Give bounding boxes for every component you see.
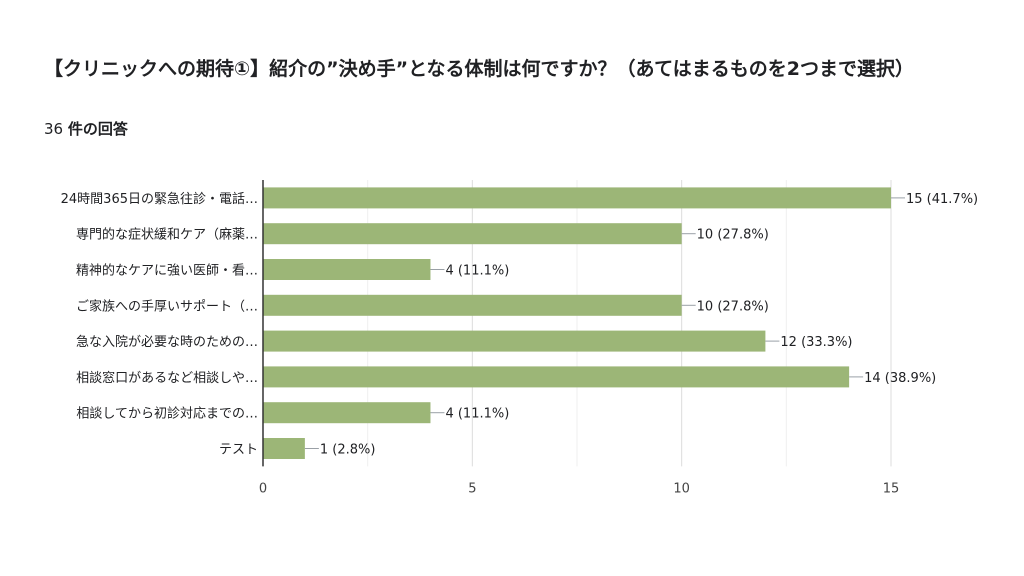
x-tick-labels: 0 5 10 15 — [259, 481, 899, 496]
data-label-3: 10 (27.8%) — [697, 299, 769, 314]
x-tick-2: 10 — [673, 481, 690, 496]
category-labels: 24時間365日の緊急往診・電話… 専門的な症状緩和ケア（麻薬… 精神的なケアに強い… — [61, 191, 258, 458]
bar-1[interactable] — [263, 223, 682, 245]
bar-6[interactable] — [263, 402, 431, 424]
data-label-5: 14 (38.9%) — [864, 371, 936, 386]
x-tick-0: 0 — [259, 481, 267, 496]
category-label-3: ご家族への手厚いサポート（… — [76, 298, 258, 314]
chart-title: 【クリニックへの期待①】紹介の”決め手”となる体制は何ですか？（あてはまるものを… — [44, 58, 914, 80]
bar-4[interactable] — [263, 330, 766, 352]
bar-3[interactable] — [263, 294, 682, 316]
data-label-4: 12 (33.3%) — [780, 335, 852, 350]
data-labels: 15 (41.7%) 10 (27.8%) 4 (11.1%) 10 (27.8%) 1… — [320, 192, 978, 458]
gridlines — [367, 180, 892, 467]
bar-7[interactable] — [263, 438, 305, 459]
data-label-2: 4 (11.1%) — [445, 264, 509, 279]
category-label-5: 相談窓口があるなど相談しや… — [76, 370, 258, 386]
category-label-1: 専門的な症状緩和ケア（麻薬… — [76, 227, 258, 243]
category-label-2: 精神的なケアに強い医師・看… — [76, 263, 258, 279]
x-tick-1: 5 — [468, 481, 476, 496]
category-label-7: テスト — [219, 443, 258, 458]
data-label-7: 1 (2.8%) — [320, 443, 376, 458]
x-tick-3: 15 — [883, 481, 900, 496]
response-count-suffix: 件の回答 — [67, 120, 128, 138]
bar-5[interactable] — [263, 366, 850, 388]
bars — [263, 187, 891, 459]
data-label-1: 10 (27.8%) — [697, 228, 769, 243]
bar-2[interactable] — [263, 259, 431, 280]
response-count-number: 36 — [44, 120, 64, 138]
response-count: 36 件の回答 — [44, 119, 128, 139]
bar-0[interactable] — [263, 187, 891, 209]
label-connectors — [304, 197, 905, 449]
data-label-6: 4 (11.1%) — [445, 407, 509, 422]
category-label-0: 24時間365日の緊急往診・電話… — [61, 191, 258, 207]
category-label-4: 急な入院が必要な時のための… — [76, 335, 258, 350]
data-label-0: 15 (41.7%) — [906, 192, 978, 207]
category-label-6: 相談してから初診対応までの… — [76, 406, 258, 422]
